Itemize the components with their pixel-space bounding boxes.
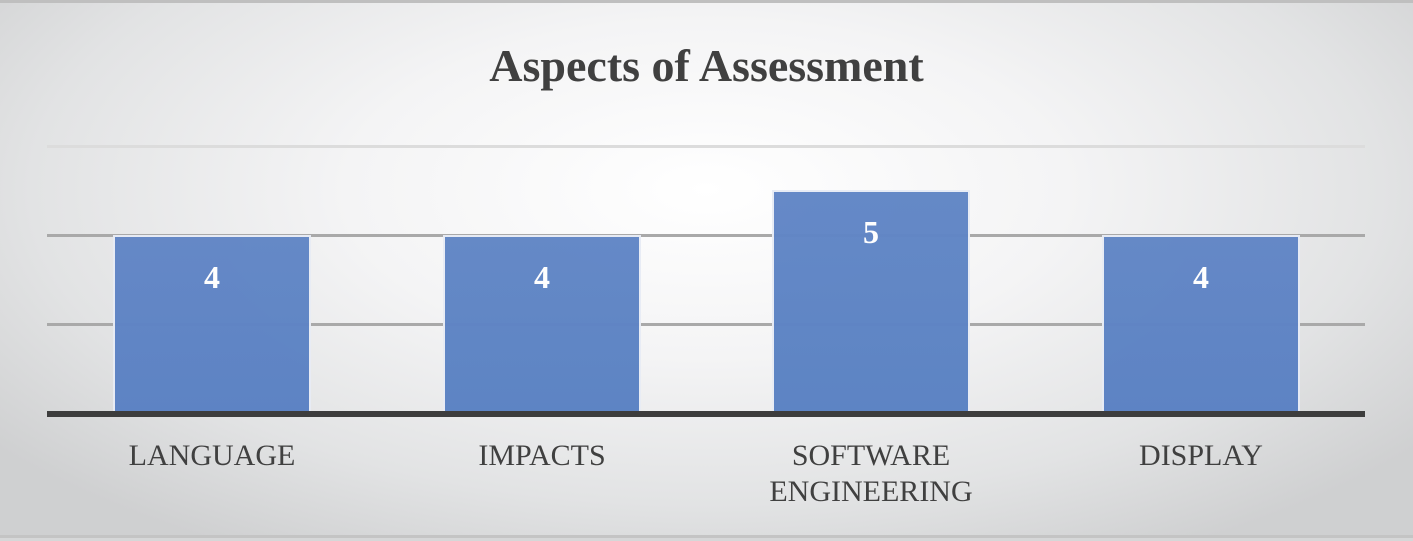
gridline-6 (47, 145, 1365, 148)
bar-software-engineering: 5 (772, 190, 970, 413)
plot-area: 4 4 5 4 LANGUAGE IMPACTS SOFTWARE ENGINE… (47, 3, 1365, 541)
gridline-4 (47, 234, 1365, 237)
x-tick-label: LANGUAGE (128, 439, 296, 472)
bar-language: 4 (113, 235, 311, 413)
x-axis-line (47, 411, 1365, 417)
data-label: 5 (863, 214, 879, 250)
x-tick-label: IMPACTS (478, 439, 606, 472)
x-tick-label: DISPLAY (1139, 439, 1263, 472)
data-label: 4 (1193, 259, 1209, 295)
bar-impacts: 4 (443, 235, 641, 413)
bar-display: 4 (1102, 235, 1300, 413)
data-label: 4 (204, 259, 220, 295)
gridline-2 (47, 323, 1365, 326)
data-label: 4 (534, 259, 550, 295)
x-tick-label: SOFTWARE ENGINEERING (769, 439, 973, 508)
chart-title: Aspects of Assessment (489, 40, 924, 91)
